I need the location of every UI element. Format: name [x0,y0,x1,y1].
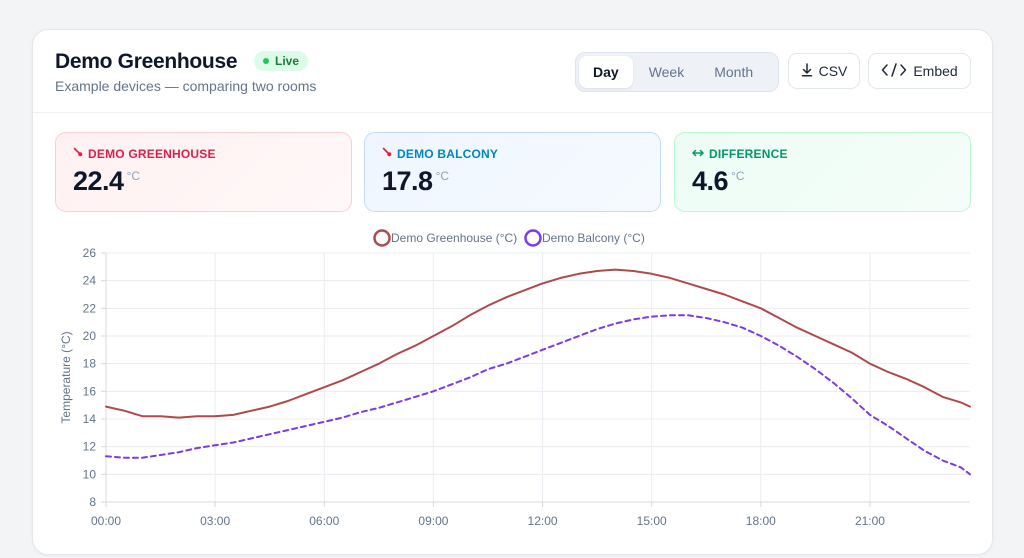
stat-card-difference: DIFFERENCE 4.6 °C [674,132,971,212]
dashboard-card: Demo Greenhouse Live Example devices — c… [32,29,993,555]
stat-label: DEMO BALCONY [397,147,499,161]
x-tick-label: 03:00 [200,514,230,528]
live-dot-icon [263,58,269,64]
y-tick-label: 26 [83,246,97,260]
temperature-chart: 8 10 12 14 16 18 20 22 24 26 00:00 03:00 06:00 09:00 1… [59,229,971,528]
live-label: Live [275,54,300,68]
legend-marker [373,229,391,247]
live-badge: Live [254,51,309,71]
page-subtitle: Example devices — comparing two rooms [55,78,317,94]
header-divider [33,112,992,113]
y-axis-label: Temperature (°C) [59,331,73,423]
code-icon [881,62,907,80]
y-tick-label: 8 [89,495,96,509]
thermometer-icon [73,147,83,161]
y-tick-label: 14 [83,412,97,426]
y-tick-label: 16 [83,384,97,398]
page-title: Demo Greenhouse [55,50,238,73]
y-tick-label: 22 [83,301,97,315]
embed-button[interactable]: Embed [868,53,971,89]
stat-value: 4.6 [692,166,729,196]
range-tab-day[interactable]: Day [579,56,633,88]
embed-label: Embed [913,63,958,79]
stat-unit: °C [731,169,745,183]
x-tick-label: 00:00 [91,514,121,528]
y-tick-label: 12 [83,440,97,454]
range-tab-week[interactable]: Week [648,64,685,80]
y-tick-label: 20 [83,329,97,343]
stat-value: 22.4 [73,166,124,196]
x-tick-label: 21:00 [855,514,885,528]
stat-card-balcony: DEMO BALCONY 17.8 °C [364,132,661,212]
stat-value: 17.8 [382,166,433,196]
legend-label: Demo Balcony (°C) [542,231,645,245]
stat-unit: °C [126,169,141,183]
y-tick-label: 10 [83,467,97,481]
download-csv-button[interactable]: CSV [788,53,860,89]
arrows-horizontal-icon [692,147,704,161]
stat-card-greenhouse: DEMO GREENHOUSE 22.4 °C [55,132,352,212]
x-tick-label: 12:00 [528,514,558,528]
range-tab-month[interactable]: Month [714,64,754,80]
legend-label: Demo Greenhouse (°C) [391,231,517,245]
csv-label: CSV [818,63,848,79]
stat-label: DIFFERENCE [709,147,788,161]
x-tick-label: 09:00 [418,514,448,528]
legend-marker [524,229,542,247]
range-selector: Day Week Month [575,52,779,92]
y-tick-label: 18 [83,357,97,371]
x-tick-label: 18:00 [746,514,776,528]
download-icon [801,62,813,80]
y-tick-label: 24 [83,274,97,288]
x-tick-label: 15:00 [637,514,667,528]
stat-unit: °C [435,169,450,183]
series-line-1 [105,314,971,476]
series-line-0 [105,268,971,419]
thermometer-icon [382,147,392,161]
stat-label: DEMO GREENHOUSE [88,147,216,161]
x-tick-label: 06:00 [309,514,339,528]
